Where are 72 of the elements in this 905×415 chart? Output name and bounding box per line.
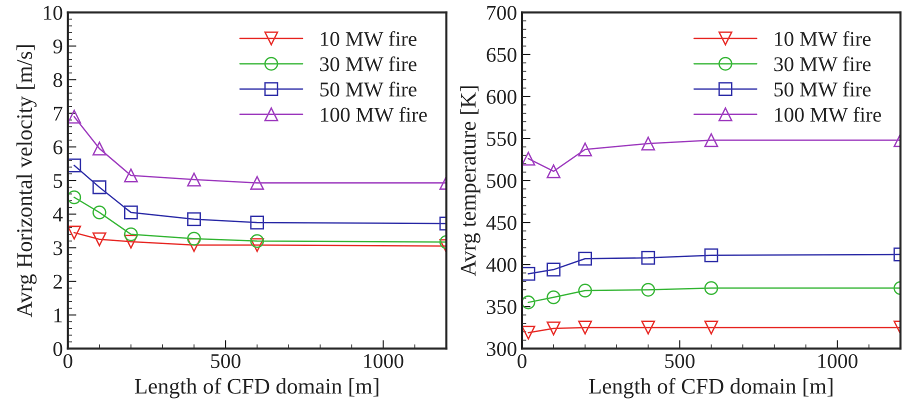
point <box>68 190 82 204</box>
y-tick-label: 6 <box>53 140 62 154</box>
point <box>187 172 201 186</box>
y-tick-label: 1 <box>54 308 62 322</box>
point <box>546 321 561 336</box>
legend-label: 10 MW fire <box>321 31 416 46</box>
point <box>578 284 592 298</box>
point <box>187 232 201 246</box>
legend-label: 100 MW fire <box>321 106 427 122</box>
x-tick-label: 0 <box>518 354 526 368</box>
legend-label: 50 MW fire <box>774 82 871 97</box>
point <box>124 234 138 249</box>
point <box>578 252 592 266</box>
x-tick-label: 1000 <box>364 354 404 368</box>
y-tick-label: 0 <box>53 342 62 356</box>
y-tick-label: 4 <box>53 208 63 222</box>
y-tick-label: 9 <box>53 40 62 54</box>
point <box>704 281 718 296</box>
legend-label: 30 MW fire <box>774 56 871 72</box>
y-axis-title: Avrg Horizontal velocity [m/s] <box>16 45 37 318</box>
y-tick-label: 600 <box>486 90 516 104</box>
point <box>92 232 106 246</box>
y-tick-label: 5 <box>54 174 62 188</box>
point <box>92 206 106 220</box>
x-tick-label: 500 <box>665 354 695 368</box>
point <box>641 282 656 297</box>
point <box>704 248 718 262</box>
y-tick-label: 400 <box>486 258 516 272</box>
point <box>704 320 718 335</box>
point <box>92 142 106 156</box>
point <box>546 262 561 277</box>
legend-label: 30 MW fire <box>320 56 416 72</box>
y-tick-label: 550 <box>487 132 516 146</box>
legend-label: 50 MW fire <box>320 82 416 97</box>
y-tick-label: 8 <box>53 73 62 88</box>
legend-label: 100 MW fire <box>775 106 881 122</box>
point <box>641 320 656 335</box>
point <box>522 295 536 310</box>
point <box>546 290 561 304</box>
point <box>704 133 718 148</box>
x-axis-title: Length of CFD domain [m] <box>589 378 832 398</box>
y-tick-label: 3 <box>54 241 62 256</box>
point <box>641 250 656 265</box>
point <box>187 238 201 252</box>
x-axis-title: Length of CFD domain [m] <box>134 378 378 398</box>
y-tick-label: 7 <box>54 106 62 121</box>
point <box>124 206 138 220</box>
y-tick-label: 500 <box>487 174 516 188</box>
y-tick-label: 350 <box>486 300 516 314</box>
point <box>546 164 561 178</box>
point <box>92 180 106 194</box>
x-tick-label: 0 <box>63 354 72 368</box>
y-tick-label: 450 <box>486 216 516 230</box>
point <box>578 142 592 156</box>
y-tick-label: 700 <box>487 6 516 20</box>
x-tick-label: 1000 <box>818 354 858 368</box>
y-tick-label: 300 <box>486 342 516 356</box>
point <box>124 227 138 242</box>
point <box>187 212 201 226</box>
x-tick-label: 500 <box>211 354 240 368</box>
point <box>68 226 82 240</box>
legend-label: 10 MW fire <box>775 31 871 46</box>
point <box>578 320 592 335</box>
point <box>641 136 656 150</box>
y-tick-label: 2 <box>54 274 62 289</box>
point <box>522 326 536 340</box>
point <box>124 168 138 182</box>
point <box>68 110 82 124</box>
y-axis-title: Avrg temperature [K] <box>460 86 480 276</box>
y-tick-label: 650 <box>486 48 516 62</box>
y-tick-label: 10 <box>44 6 62 20</box>
point <box>522 152 536 166</box>
